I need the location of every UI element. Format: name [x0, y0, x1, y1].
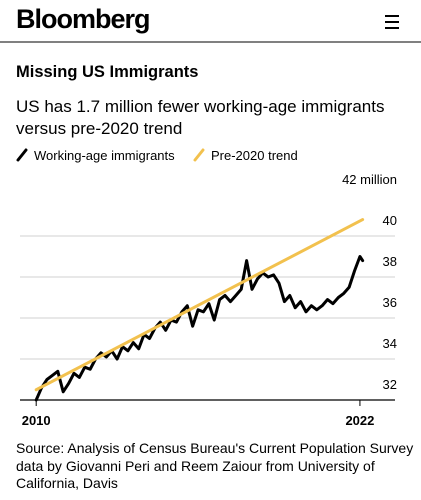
y-tick-label: 34 — [383, 336, 397, 351]
legend-swatch — [193, 148, 205, 162]
chart-subtitle: US has 1.7 million fewer working-age imm… — [16, 97, 385, 138]
y-tick-label: 38 — [383, 254, 397, 269]
legend-swatch — [16, 148, 28, 162]
legend-label: Working-age immigrants — [34, 148, 175, 163]
y-tick-label: 42 million — [342, 172, 397, 187]
y-tick-label: 40 — [383, 213, 397, 228]
legend-label: Pre-2020 trend — [211, 148, 298, 163]
menu-icon[interactable] — [385, 15, 399, 29]
x-tick-label: 2010 — [22, 413, 51, 428]
series-line — [34, 218, 365, 392]
source-note: Source: Analysis of Census Bureau's Curr… — [16, 440, 414, 491]
series-line — [34, 255, 365, 402]
chart-title: Missing US Immigrants — [16, 63, 199, 81]
y-tick-label: 32 — [383, 377, 397, 392]
y-tick-label: 36 — [383, 295, 397, 310]
x-tick-label: 2022 — [345, 413, 374, 428]
brand-logo[interactable]: Bloomberg — [16, 4, 151, 34]
